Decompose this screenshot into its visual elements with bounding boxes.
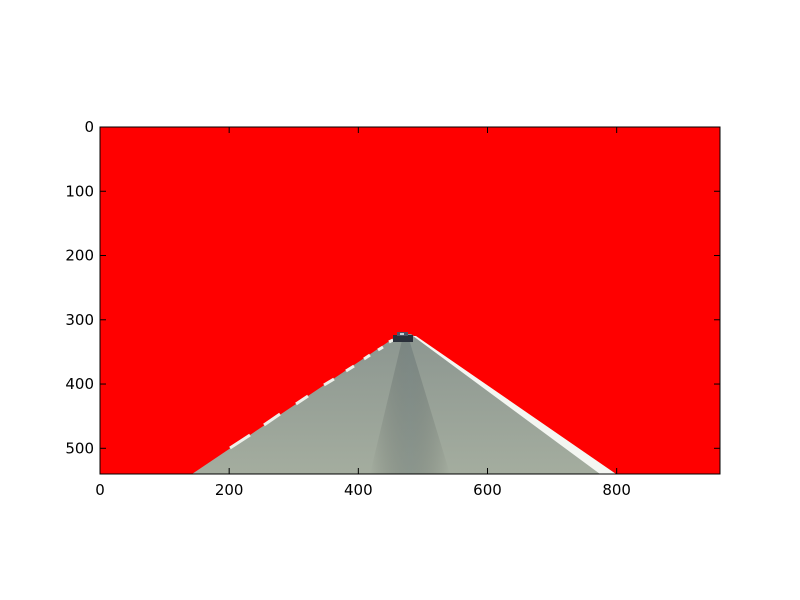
road-center-shade [370, 336, 450, 474]
left-lane-marking [229, 338, 394, 450]
right-lane-marking [413, 336, 616, 474]
distant-vehicle [393, 332, 413, 342]
y-tick-label: 300 [65, 311, 94, 329]
y-tick-label: 100 [65, 182, 94, 200]
x-tick-label: 0 [95, 481, 105, 499]
y-tick-label: 400 [65, 375, 94, 393]
x-tick-label: 200 [215, 481, 244, 499]
x-tick-label: 600 [473, 481, 502, 499]
y-tick-label: 200 [65, 247, 94, 265]
y-axis-ticks: 0 100 200 300 400 500 [65, 118, 720, 457]
axes-frame [99, 126, 721, 475]
x-axis-ticks: 0 200 400 600 800 [95, 127, 631, 499]
x-tick-label: 400 [344, 481, 373, 499]
y-tick-label: 0 [84, 118, 94, 136]
masked-road-image [100, 127, 720, 474]
y-tick-label: 500 [65, 439, 94, 457]
x-tick-label: 800 [602, 481, 631, 499]
